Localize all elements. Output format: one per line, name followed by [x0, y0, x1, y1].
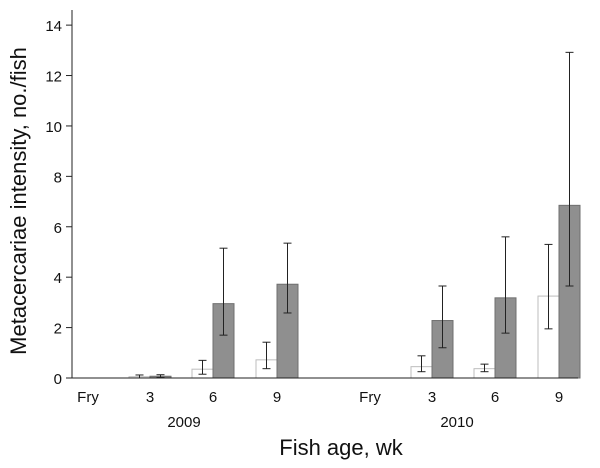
- y-tick-label: 8: [54, 169, 62, 186]
- axes-layer: [71, 10, 578, 379]
- y-tick-label: 10: [45, 119, 62, 136]
- y-tick-label: 14: [45, 18, 62, 35]
- x-tick-label: Fry: [77, 389, 99, 406]
- x-tick-label: 6: [491, 389, 499, 406]
- y-tick-label: 2: [54, 321, 62, 338]
- x-tick-label: 9: [555, 389, 563, 406]
- x-tick-label: 9: [273, 389, 281, 406]
- y-tick-label: 6: [54, 220, 62, 237]
- y-axis-title: Metacercariae intensity, no./fish: [6, 47, 31, 355]
- y-tick-label: 4: [54, 270, 62, 287]
- x-tick-label: 3: [146, 389, 154, 406]
- bars-layer: [128, 204, 581, 379]
- x-tick-label: Fry: [359, 389, 381, 406]
- ticks-layer: [66, 24, 72, 379]
- labels-layer: 0 2 4 6 8 10 12 14 Fry 3 6 9 2009 Fry 3 6 9 2010: [45, 18, 563, 431]
- x-tick-label: 3: [428, 389, 436, 406]
- error-bars-layer: [135, 51, 574, 379]
- group-label: 2009: [167, 414, 200, 431]
- y-tick-label: 12: [45, 69, 62, 86]
- x-axis-title: Fish age, wk: [279, 435, 403, 460]
- y-tick-label: 0: [54, 371, 62, 388]
- group-label: 2010: [440, 414, 473, 431]
- x-tick-label: 6: [209, 389, 217, 406]
